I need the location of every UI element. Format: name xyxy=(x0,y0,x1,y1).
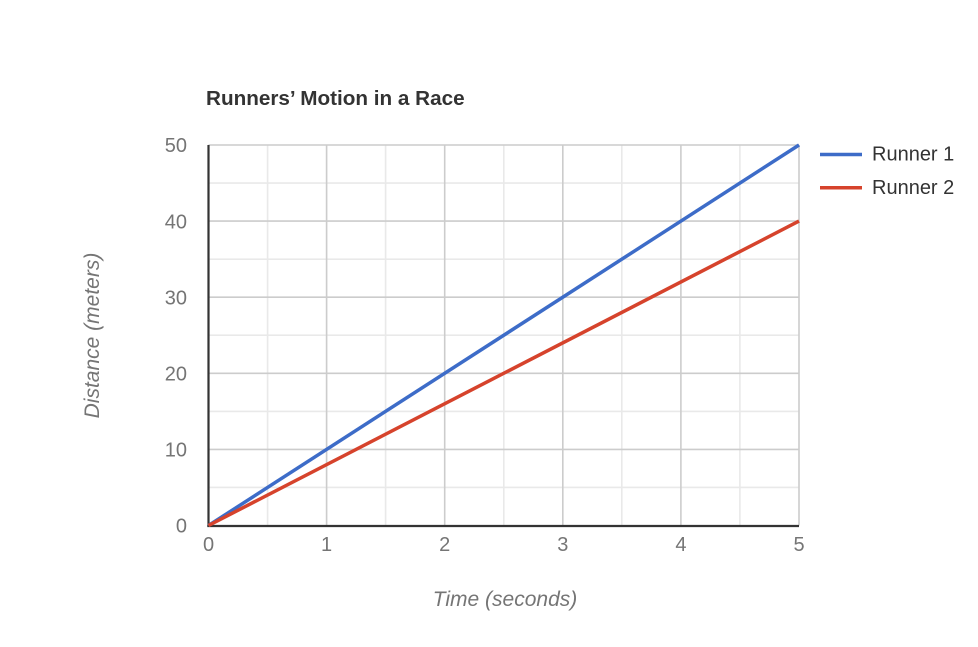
svg-text:Distance (meters): Distance (meters) xyxy=(81,253,104,419)
svg-text:5: 5 xyxy=(793,534,804,556)
svg-text:Runner 1: Runner 1 xyxy=(872,144,954,166)
svg-text:40: 40 xyxy=(165,211,187,233)
svg-text:Runners’ Motion in a Race: Runners’ Motion in a Race xyxy=(206,87,465,110)
svg-text:2: 2 xyxy=(439,534,450,556)
svg-text:Time (seconds): Time (seconds) xyxy=(433,588,578,611)
svg-text:3: 3 xyxy=(557,534,568,556)
svg-text:20: 20 xyxy=(165,364,187,386)
svg-text:1: 1 xyxy=(321,534,332,556)
svg-text:0: 0 xyxy=(176,516,187,538)
svg-text:0: 0 xyxy=(203,534,214,556)
svg-text:4: 4 xyxy=(675,534,686,556)
svg-text:30: 30 xyxy=(165,287,187,309)
svg-text:10: 10 xyxy=(165,440,187,462)
svg-text:50: 50 xyxy=(165,135,187,157)
svg-text:Runner 2: Runner 2 xyxy=(872,177,954,199)
